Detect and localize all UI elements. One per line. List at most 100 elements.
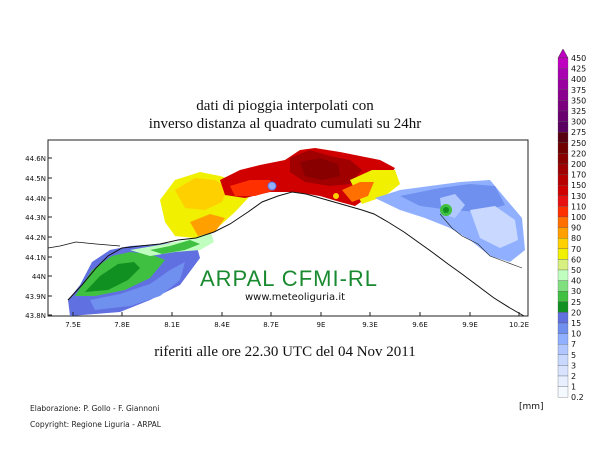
legend-level-label: 275 — [571, 128, 586, 137]
legend-swatch — [557, 301, 569, 313]
legend-level-label: 1 — [571, 383, 576, 392]
map-subtitle: riferiti alle ore 22.30 UTC del 04 Nov 2… — [154, 344, 416, 360]
lat-label: 44.2N — [25, 234, 46, 242]
legend-swatch — [557, 163, 569, 175]
legend-level-label: 15 — [571, 319, 581, 328]
axis-ticks — [48, 157, 520, 316]
legend-swatch — [557, 238, 569, 249]
legend-swatch — [557, 322, 569, 334]
lat-label: 43.9N — [25, 293, 46, 301]
lat-label: 44.5N — [25, 175, 46, 183]
legend-level-label: 220 — [571, 149, 586, 158]
legend-colorbar: 4504254003753503253002752502202001701501… — [557, 48, 586, 402]
legend-level-label: 425 — [571, 65, 586, 74]
lon-label: 9.6E — [412, 321, 428, 329]
legend-swatch — [557, 68, 569, 80]
legend-level-label: 10 — [571, 330, 581, 339]
legend-swatch — [557, 110, 569, 122]
map-title-line1: dati di pioggia interpolati con — [196, 98, 374, 114]
legend-level-label: 400 — [571, 75, 586, 84]
legend-level-label: 0.2 — [571, 393, 584, 402]
lon-label: 10.2E — [509, 321, 529, 329]
lon-label: 7.8E — [114, 321, 130, 329]
legend-swatch — [557, 248, 569, 260]
legend-level-label: 170 — [571, 171, 586, 180]
legend-swatch — [557, 216, 569, 228]
legend-swatch — [557, 132, 569, 143]
legend-level-label: 300 — [571, 118, 586, 127]
lon-label: 8.4E — [214, 321, 230, 329]
lat-label: 43.8N — [25, 312, 46, 320]
lon-label: 9E — [317, 321, 326, 329]
legend-level-label: 60 — [571, 255, 581, 264]
legend-swatch — [557, 100, 569, 112]
legend-level-label: 450 — [571, 54, 586, 63]
legend-swatch — [557, 365, 569, 377]
legend-swatch — [557, 89, 569, 101]
lon-label: 8.1E — [164, 321, 180, 329]
legend-swatch — [557, 121, 569, 133]
legend-level-label: 5 — [571, 351, 576, 360]
credit-copyright: Copyright: Regione Liguria - ARPAL — [30, 420, 161, 429]
legend-level-label: 40 — [571, 277, 581, 286]
region-border-west — [47, 241, 121, 249]
legend-swatch — [557, 354, 569, 366]
legend-swatch — [557, 79, 569, 90]
credit-elaboration: Elaborazione: P. Gollo - F. Giannoni — [30, 404, 160, 413]
legend-level-label: 100 — [571, 213, 586, 222]
unit-label: [mm] — [519, 402, 544, 412]
legend-swatch — [557, 344, 569, 355]
legend-swatch — [557, 291, 569, 302]
legend-level-label: 7 — [571, 340, 576, 349]
legend-level-label: 2 — [571, 372, 576, 381]
legend-level-label: 90 — [571, 224, 581, 233]
coastline — [67, 191, 525, 317]
legend-level-label: 150 — [571, 181, 586, 190]
legend-swatch — [557, 142, 569, 154]
legend-swatch — [557, 375, 569, 387]
legend-level-label: 80 — [571, 234, 581, 243]
map-title-line2: inverso distanza al quadrato cumulati su… — [148, 116, 422, 132]
legend-level-label: 20 — [571, 308, 581, 317]
region-border-east — [439, 213, 523, 269]
legend-swatch — [557, 259, 569, 271]
legend-swatch — [557, 386, 569, 398]
legend-swatch — [557, 174, 569, 186]
legend-swatch — [557, 269, 569, 281]
lat-label: 44.4N — [25, 195, 46, 203]
lon-label: 9.9E — [462, 321, 478, 329]
legend-swatch — [557, 227, 569, 239]
legend-level-label: 70 — [571, 245, 581, 254]
lon-label: 7.5E — [65, 321, 81, 329]
lon-label: 9.3E — [362, 321, 378, 329]
legend-level-label: 30 — [571, 287, 581, 296]
brand-label: ARPAL CFMI-RL — [200, 266, 379, 291]
legend-level-label: 50 — [571, 266, 581, 275]
legend-level-label: 325 — [571, 107, 586, 116]
lat-label: 44.1N — [25, 254, 46, 262]
legend-level-label: 110 — [571, 202, 586, 211]
legend-level-label: 375 — [571, 86, 586, 95]
legend-swatch — [557, 333, 569, 345]
legend-swatch — [557, 185, 569, 196]
lat-label: 44N — [32, 273, 46, 281]
legend-level-label: 250 — [571, 139, 586, 148]
legend-swatch — [557, 153, 569, 165]
legend-swatch — [557, 312, 569, 324]
legend-level-label: 3 — [571, 361, 576, 370]
lat-label: 44.6N — [25, 155, 46, 163]
legend-swatch — [557, 206, 569, 218]
website-label: www.meteoliguria.it — [245, 292, 346, 303]
legend-level-label: 350 — [571, 96, 586, 105]
legend-level-label: 25 — [571, 298, 581, 307]
rainfall-field — [68, 148, 525, 316]
legend-swatch — [557, 57, 569, 69]
lon-label: 8.7E — [263, 321, 279, 329]
legend-level-label: 130 — [571, 192, 586, 201]
legend-arrow-top — [557, 48, 569, 59]
legend-swatch — [557, 195, 569, 207]
legend-swatch — [557, 280, 569, 292]
lat-label: 44.3N — [25, 214, 46, 222]
legend-level-label: 200 — [571, 160, 586, 169]
